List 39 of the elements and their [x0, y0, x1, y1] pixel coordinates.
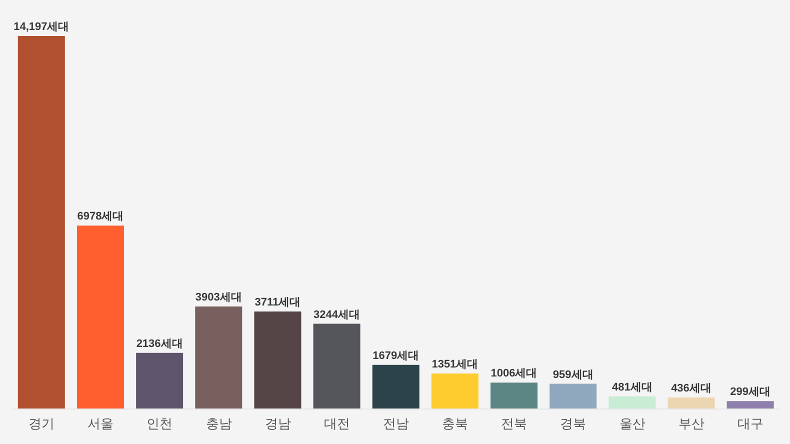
bar: [608, 396, 656, 409]
data-label: 1351세대: [432, 358, 478, 371]
x-tick-label: 경북: [560, 416, 586, 432]
x-tick-label: 울산: [619, 416, 646, 432]
data-label: 3903세대: [195, 291, 242, 304]
data-label: 436세대: [671, 382, 712, 395]
bar: [490, 382, 538, 409]
bar: [254, 312, 302, 409]
x-tick-label: 충북: [442, 416, 468, 432]
x-tick-label: 충남: [206, 416, 232, 432]
bar: [372, 364, 420, 409]
x-tick-label: 대전: [324, 416, 350, 432]
x-tick-label: 경기: [28, 416, 55, 432]
bar: [18, 36, 65, 409]
data-label: 299세대: [730, 386, 771, 398]
x-tick-label: 전남: [383, 416, 409, 432]
data-label: 14,197세대: [14, 21, 70, 33]
bar: [726, 401, 774, 409]
x-tick-label: 부산: [678, 416, 704, 432]
x-tick-label: 인천: [146, 416, 173, 432]
data-label: 2136세대: [136, 338, 183, 350]
bar: [431, 374, 478, 409]
data-label: 959세대: [552, 368, 594, 381]
bar: [313, 324, 360, 409]
x-tick-label: 전북: [501, 416, 528, 432]
data-label: 1679세대: [372, 350, 420, 362]
data-label: 6978세대: [77, 210, 124, 223]
bar: [195, 306, 242, 409]
data-label: 3711세대: [254, 296, 301, 308]
bar: [136, 352, 184, 409]
bar: [668, 398, 715, 409]
x-tick-label: 대구: [737, 416, 764, 432]
data-label: 1006세대: [490, 368, 538, 380]
x-tick-label: 서울: [88, 416, 114, 432]
x-tick-label: 경남: [264, 416, 291, 432]
data-label: 3244세대: [314, 308, 360, 321]
bar: [76, 226, 124, 409]
data-label: 481세대: [612, 381, 652, 394]
bar: [550, 384, 597, 409]
